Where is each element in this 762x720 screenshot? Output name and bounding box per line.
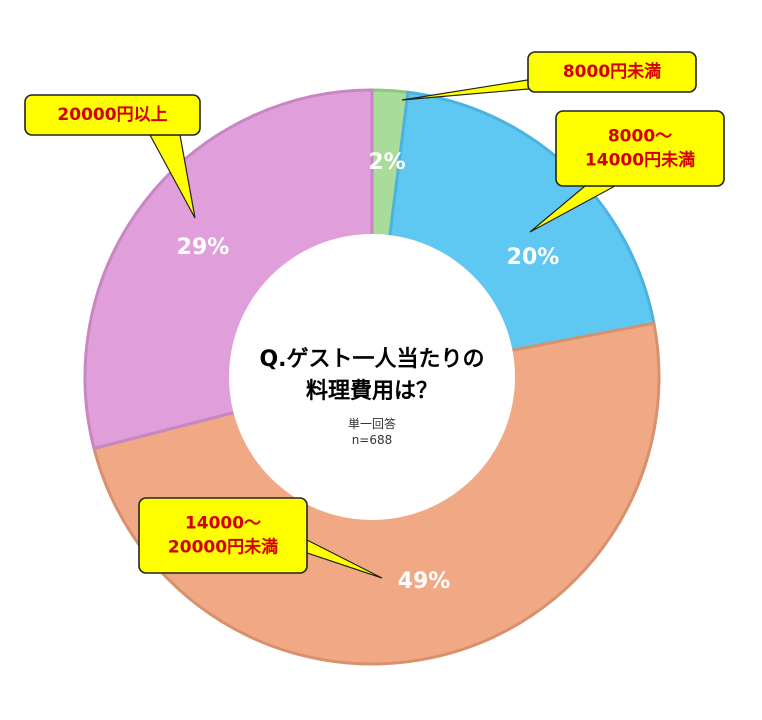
callout-label-2-line-1: 20000円未満 (168, 537, 278, 558)
callout-pointer-0 (401, 77, 541, 101)
callout-3: 20000円以上 (24, 94, 201, 219)
callout-label-1-line-0: 8000〜 (608, 127, 672, 147)
slice-pct-label-3: 29% (177, 235, 230, 260)
donut-hole (229, 234, 515, 520)
chart-title-line-1: Q.ゲスト一人当たりの (259, 347, 484, 372)
callout-label-2-line-0: 14000〜 (185, 514, 261, 534)
callout-box-3 (24, 94, 201, 136)
percentage-labels: 2% 20% 49% 29% (177, 150, 560, 594)
callout-label-1-line-1: 14000円未満 (585, 150, 695, 171)
callout-box-1 (555, 110, 725, 187)
callout-1: 8000〜 14000円未満 (529, 110, 725, 233)
slice-pct-label-2: 49% (398, 569, 451, 594)
chart-subtitle-line-2: n=688 (352, 433, 393, 447)
callout-box-0 (527, 51, 697, 93)
slice-pct-label-0: 2% (368, 150, 405, 175)
chart-title-line-2: 料理費用は？ (306, 379, 438, 404)
callout-label-3-line-0: 20000円以上 (57, 105, 167, 125)
chart-subtitle-line-1: 単一回答 (348, 416, 396, 431)
callout-label-0-line-0: 8000円未満 (563, 61, 661, 82)
callout-box-2 (138, 497, 308, 574)
callout-2: 14000〜 20000円未満 (138, 497, 383, 579)
callouts: 8000円未満 8000〜 14000円未満 14000〜 20000円未満 20000円… (24, 51, 725, 579)
callout-0: 8000円未満 (401, 51, 697, 101)
slice-pct-label-1: 20% (507, 245, 560, 270)
center-text: Q.ゲスト一人当たりの 料理費用は？ 単一回答 n=688 (259, 347, 484, 447)
